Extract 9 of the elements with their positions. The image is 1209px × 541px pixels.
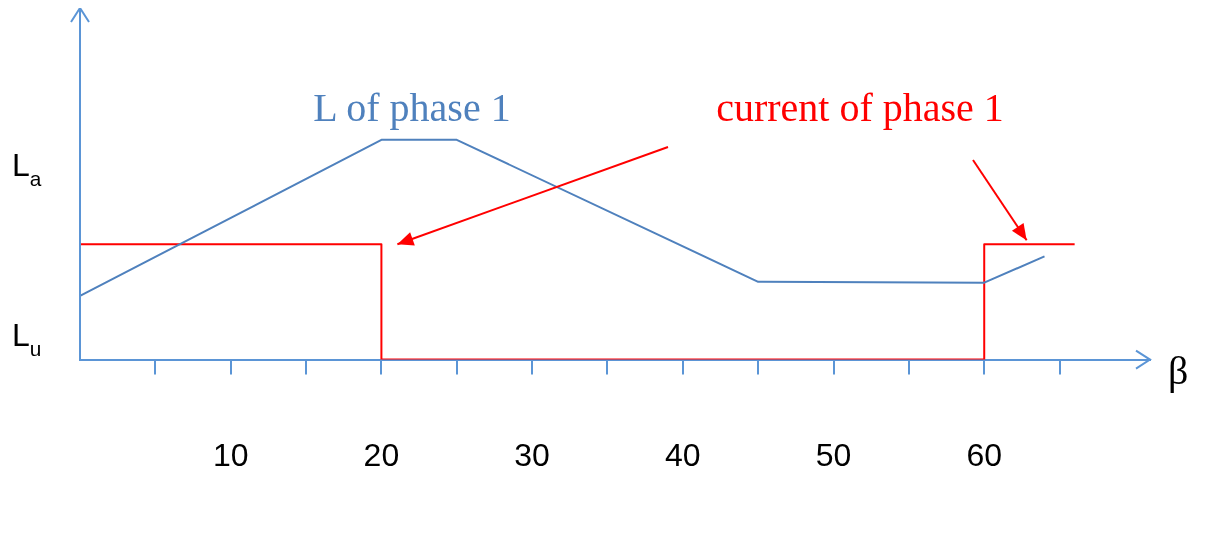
x-axis-title: β [1168,348,1189,394]
text: current of phase 1 [716,84,1004,130]
x-tick-label: 60 [966,436,1003,473]
x-tick-label: 10 [212,436,249,473]
series-label: L of phase 1 [313,84,511,130]
x-tick-label: 50 [815,436,852,473]
x-tick-label: 40 [665,436,701,473]
x-tick-label: 20 [363,436,400,473]
x-tick-label: 30 [514,436,550,473]
